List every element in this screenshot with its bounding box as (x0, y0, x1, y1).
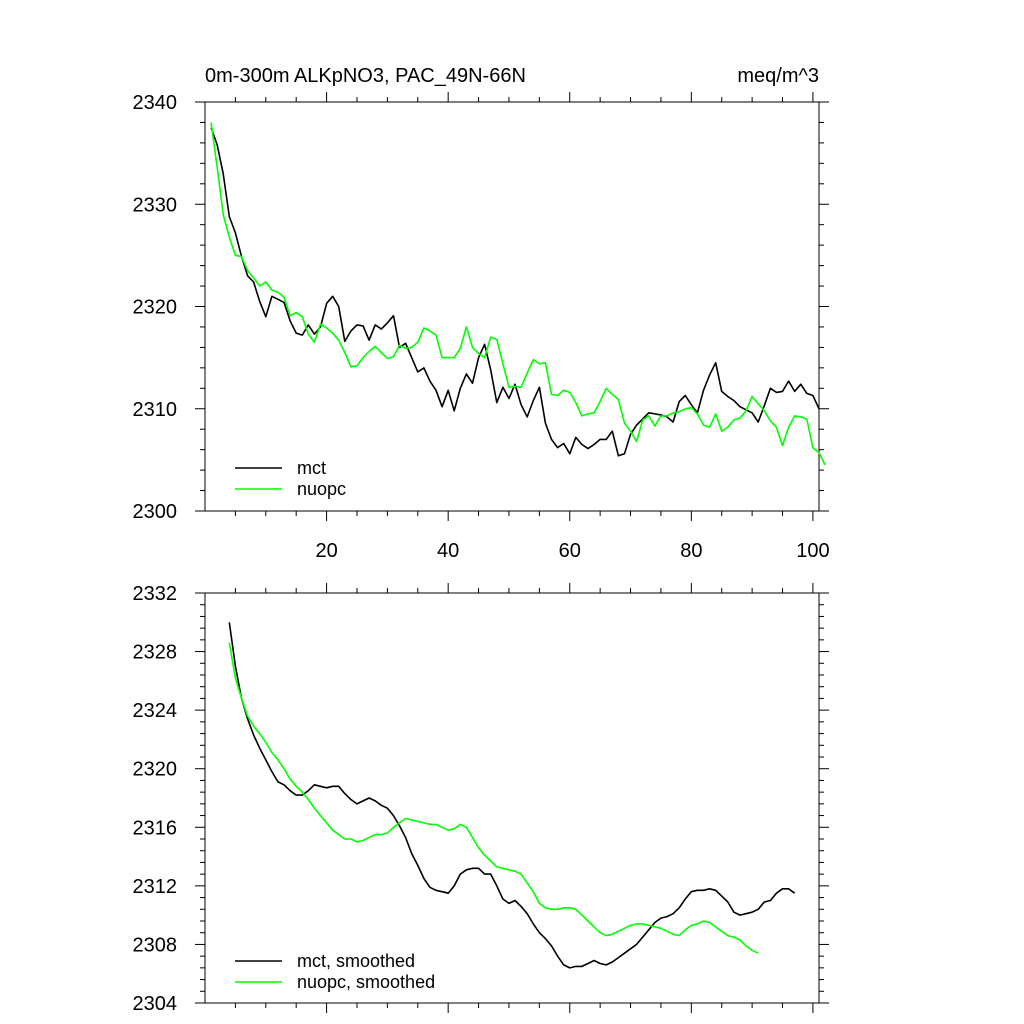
chart1-y-tick-label: 2330 (133, 194, 178, 216)
chart1-y-tick-label: 2320 (133, 297, 178, 319)
chart1-y-tick-label: 2340 (133, 92, 178, 114)
chart2-y-tick-label: 2316 (133, 817, 178, 839)
chart1-y-tick-label: 2310 (133, 399, 178, 421)
chart1-x-tick-label: 60 (559, 540, 581, 562)
chart1-plot-frame (204, 101, 820, 512)
chart1-legend-label-2: nuopc (297, 479, 346, 499)
chart2-series-1-line (228, 622, 796, 969)
chart1-title: 0m-300m ALKpNO3, PAC_49N-66N (205, 65, 526, 87)
chart2-plot-frame (204, 592, 820, 1004)
chart2-y-tick-label: 2304 (133, 993, 178, 1015)
chart2-legend-label-2: nuopc, smoothed (297, 972, 435, 992)
chart2-series-2-line (228, 642, 759, 954)
chart1-legend-label-1: mct (297, 458, 326, 478)
chart1-y-tick-label: 2300 (133, 501, 178, 523)
chart1-series-2-line (210, 122, 826, 466)
chart2-y-tick-label: 2332 (133, 583, 178, 605)
chart1-x-tick-label: 20 (315, 540, 337, 562)
chart1-x-tick-label: 100 (796, 540, 829, 562)
chart1-units: meq/m^3 (737, 65, 819, 87)
chart2-y-tick-label: 2308 (133, 934, 178, 956)
chart2-y-tick-label: 2324 (133, 700, 178, 722)
chart2-legend-label-1: mct, smoothed (297, 951, 415, 971)
chart1-x-tick-label: 40 (437, 540, 459, 562)
chart1-series-1-line (210, 127, 820, 457)
chart2-y-tick-label: 2320 (133, 759, 178, 781)
chart2-y-tick-label: 2312 (133, 876, 178, 898)
chart2-y-tick-label: 2328 (133, 642, 178, 664)
chart1-x-tick-label: 80 (680, 540, 702, 562)
